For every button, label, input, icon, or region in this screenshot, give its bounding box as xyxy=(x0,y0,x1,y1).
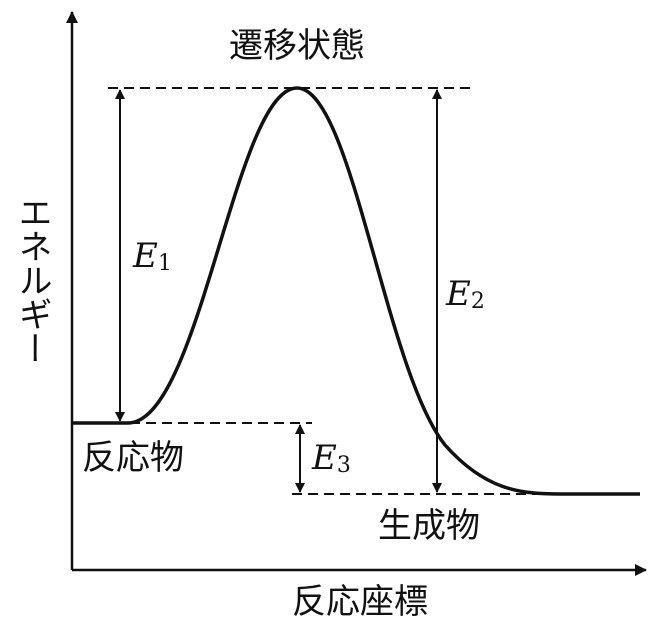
energy-curve xyxy=(72,86,640,496)
x-axis-label: 反応座標 xyxy=(292,582,428,622)
symbol: E xyxy=(445,274,471,314)
reactant-label: 反応物 xyxy=(82,438,184,478)
subscript: 2 xyxy=(471,289,485,314)
subscript: 1 xyxy=(158,251,172,276)
subscript: 3 xyxy=(337,453,351,478)
symbol: E xyxy=(132,236,158,276)
e1-label: E1 xyxy=(132,236,172,276)
e3-label: E3 xyxy=(311,438,351,478)
transition-state-label: 遷移状態 xyxy=(229,26,365,66)
symbol: E xyxy=(311,438,337,478)
product-label: 生成物 xyxy=(378,506,480,546)
e2-label: E2 xyxy=(445,274,485,314)
y-axis-label: エネルギー xyxy=(12,195,52,365)
